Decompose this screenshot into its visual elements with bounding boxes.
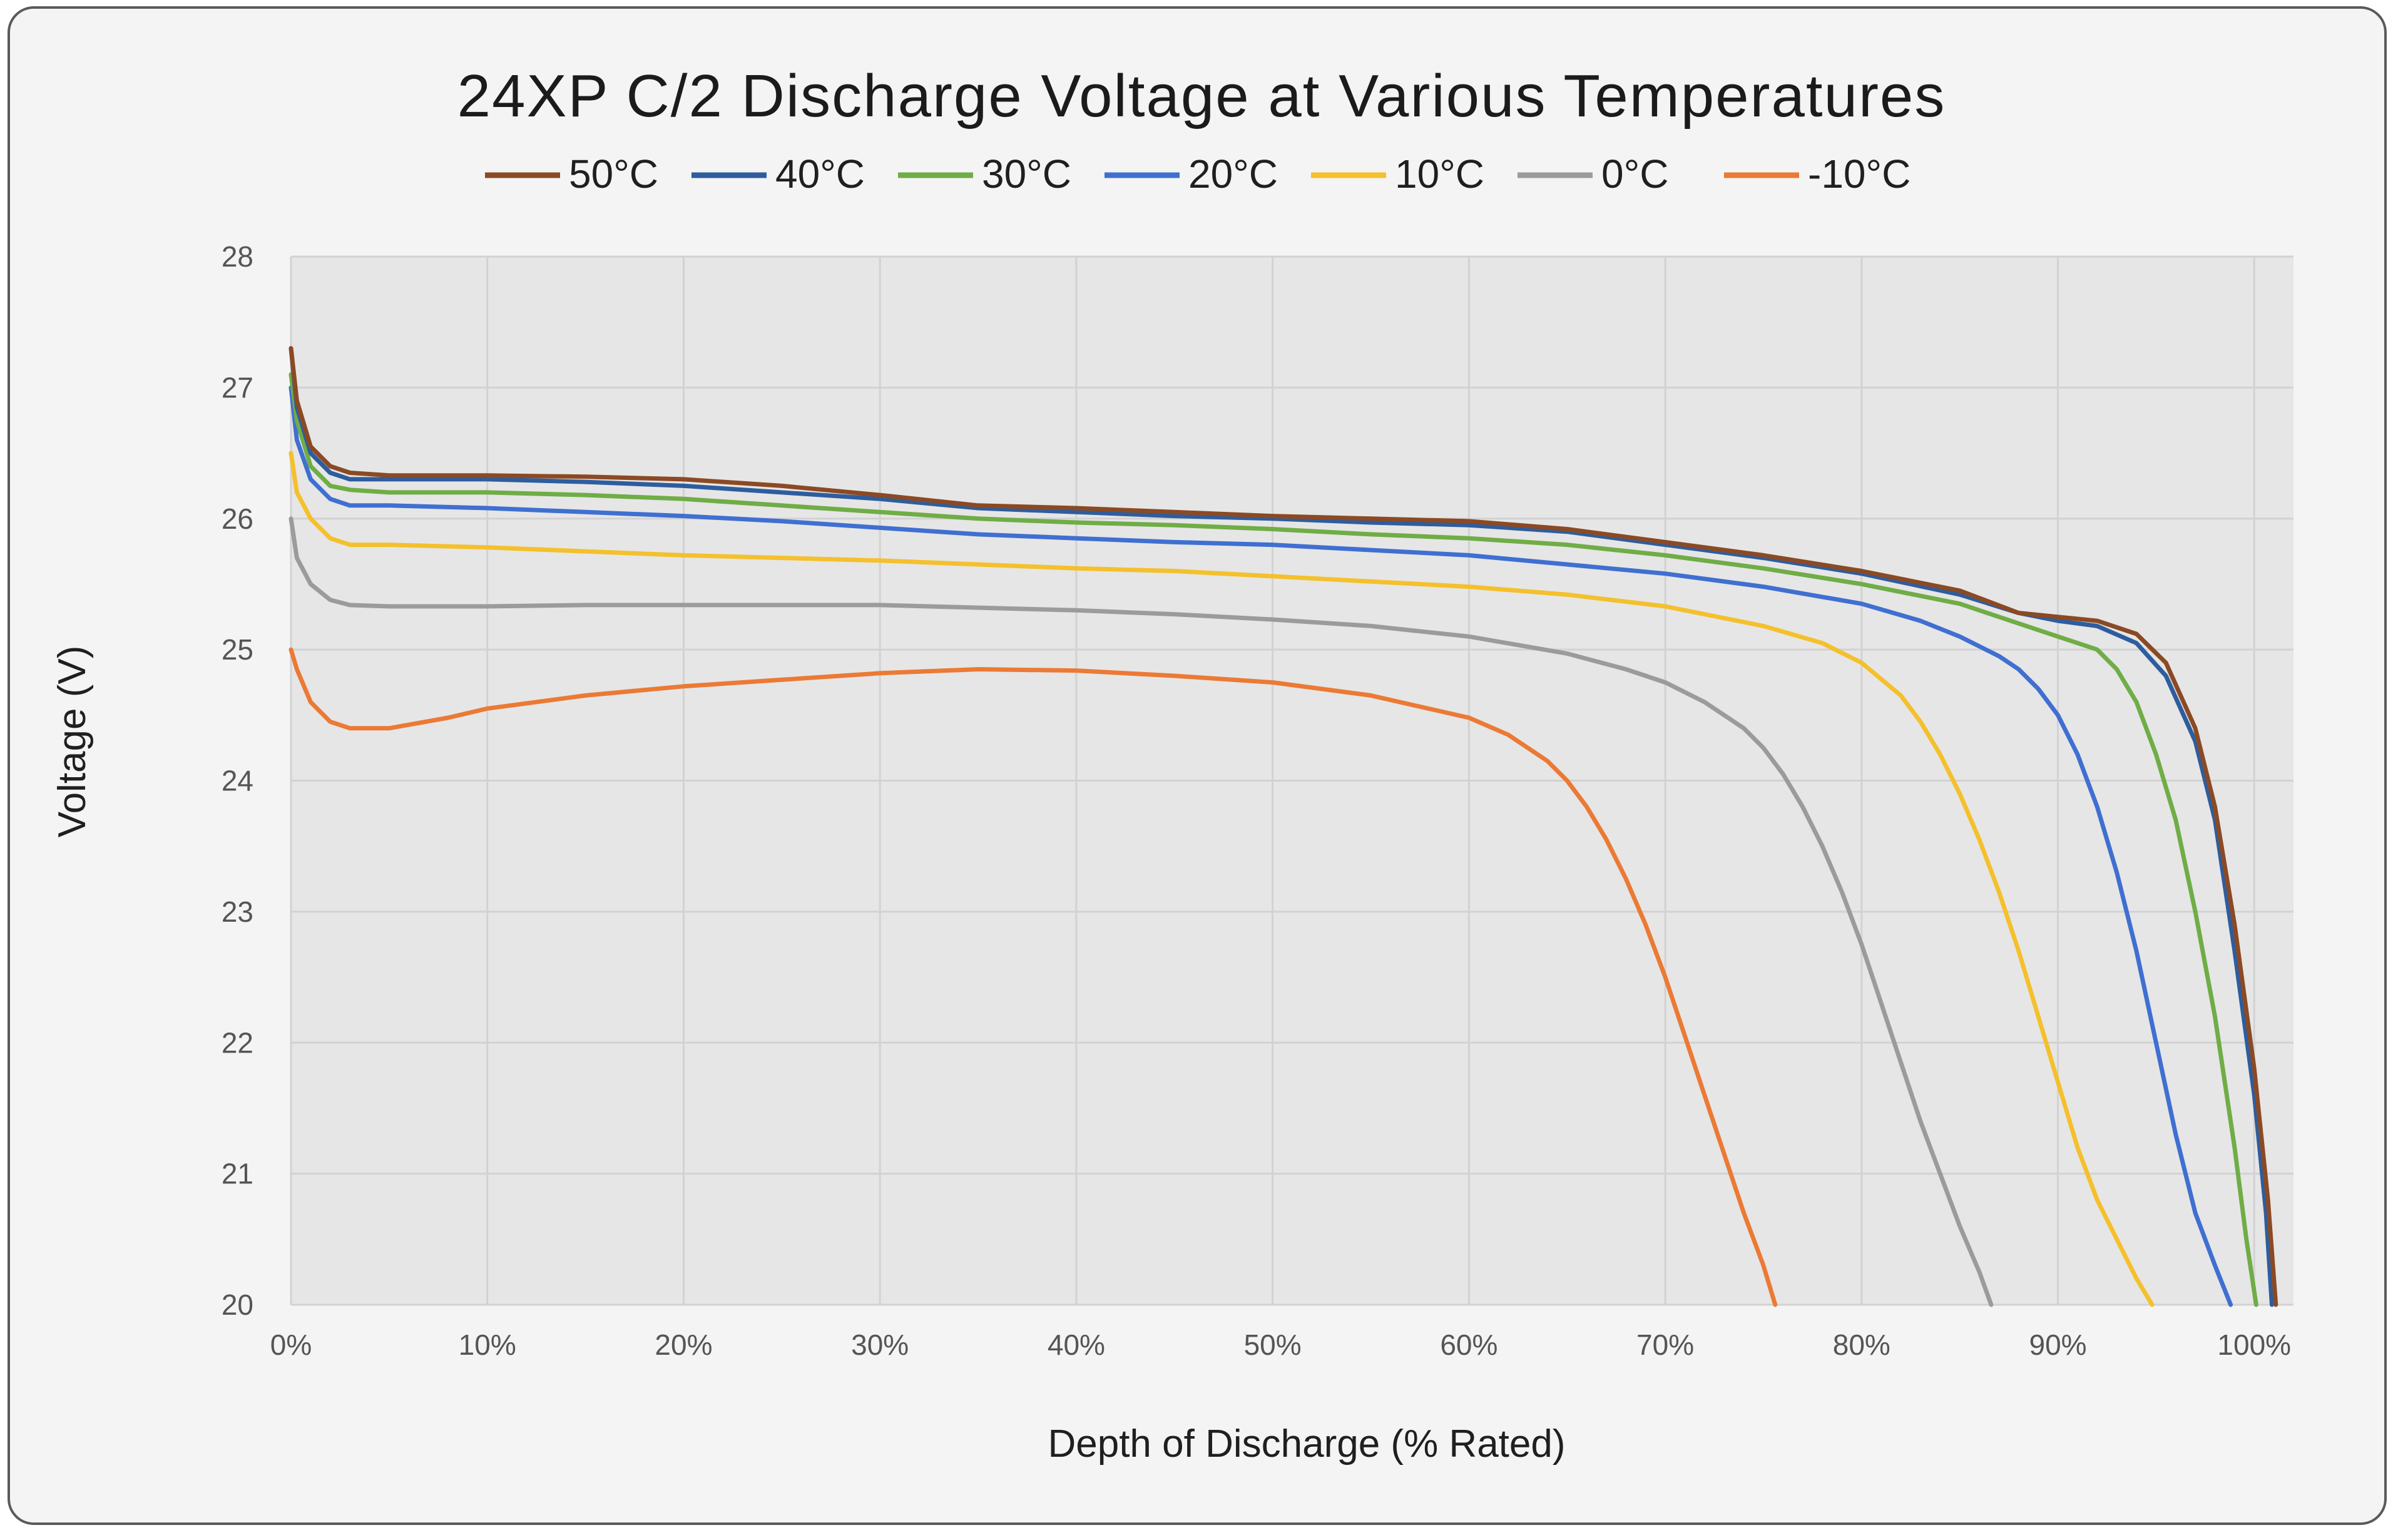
legend-item: 0°C (1518, 151, 1668, 196)
y-tick-label: 24 (222, 765, 253, 797)
series-line-0CC (288, 516, 1994, 1307)
x-tick-label: 50% (1244, 1328, 1302, 1361)
legend-item: 50°C (485, 151, 658, 196)
x-tick-label: 70% (1636, 1328, 1694, 1361)
legend-item: 20°C (1105, 151, 1278, 196)
legend-item: -10°C (1724, 151, 1911, 196)
x-tick-label: 100% (2217, 1328, 2291, 1361)
legend-label: 10°C (1395, 151, 1484, 196)
y-tick-label: 25 (222, 633, 253, 666)
legend-label: 30°C (982, 151, 1071, 196)
x-tick-label: 30% (851, 1328, 909, 1361)
x-axis-label: Depth of Discharge (% Rated) (1048, 1422, 1565, 1466)
y-tick-label: 20 (222, 1288, 253, 1321)
x-tick-label: 10% (459, 1328, 516, 1361)
legend-item: 40°C (691, 151, 865, 196)
chart-title: 24XP C/2 Discharge Voltage at Various Te… (457, 63, 1946, 130)
legend-label: 40°C (775, 151, 865, 196)
y-axis-label: Voltage (V) (51, 646, 94, 838)
y-tick-label: 23 (222, 895, 253, 928)
legend-label: 50°C (569, 151, 658, 196)
y-tick-label: 21 (222, 1158, 253, 1190)
series-line-40CC (288, 346, 2274, 1307)
legend-label: 20°C (1188, 151, 1278, 196)
x-tick-label: 80% (1833, 1328, 1890, 1361)
legend-label: -10°C (1808, 151, 1911, 196)
x-tick-label: 60% (1440, 1328, 1497, 1361)
x-tick-label: 20% (655, 1328, 712, 1361)
axis-ticks: 20 21 22 23 24 25 26 27 28 0% 10% 20% 30% 40% 50% 60% 70… (222, 240, 2291, 1361)
legend-item: 30°C (898, 151, 1071, 196)
grid (290, 255, 2293, 1306)
y-tick-label: 28 (222, 240, 253, 273)
series-line--10CC (288, 647, 1778, 1307)
y-tick-label: 27 (222, 371, 253, 404)
series-line-50CC (288, 346, 2278, 1307)
x-tick-label: 90% (2029, 1328, 2086, 1361)
legend: 50°C 40°C 30°C 20°C 10°C 0°C -10°C (485, 151, 1911, 196)
y-tick-label: 22 (222, 1026, 253, 1059)
series-line-20CC (288, 385, 2233, 1307)
legend-label: 0°C (1601, 151, 1668, 196)
series-layer (288, 346, 2278, 1307)
y-tick-label: 26 (222, 502, 253, 535)
x-tick-label: 40% (1048, 1328, 1105, 1361)
series-line-10CC (288, 451, 2155, 1307)
series-line-30CC (288, 372, 2258, 1307)
legend-item: 10°C (1311, 151, 1484, 196)
x-tick-label: 0% (270, 1328, 312, 1361)
